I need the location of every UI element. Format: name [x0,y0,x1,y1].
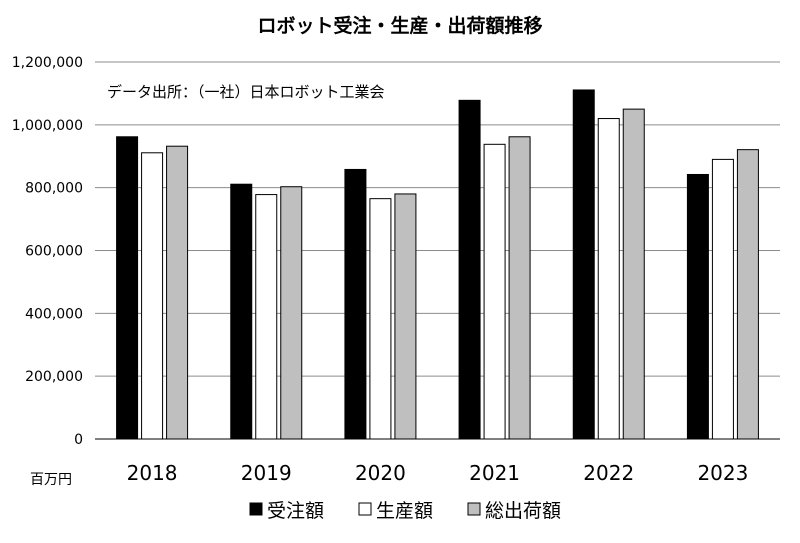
legend-swatch [249,502,263,516]
legend-label: 総出荷額 [485,500,561,522]
chart-title: ロボット受注・生産・出荷額推移 [257,14,542,37]
bar-受注額-2021 [458,99,481,440]
legend-swatch [358,502,372,516]
x-tick-label: 2021 [469,461,520,485]
bar-生産額-2018 [141,152,164,440]
x-tick-label: 2020 [355,461,406,485]
bar-総出荷額-2023 [736,149,759,440]
gridlines [95,61,780,377]
bar-受注額-2018 [116,136,139,440]
bar-受注額-2023 [686,173,709,440]
bar-総出荷額-2021 [508,136,531,440]
bar-受注額-2020 [344,168,367,440]
bar-生産額-2019 [255,194,278,440]
y-tick-label: 0 [74,432,83,448]
y-tick-label: 600,000 [25,244,83,260]
bar-受注額-2019 [230,183,253,440]
bar-生産額-2021 [483,143,506,440]
legend-swatch [467,502,481,516]
bar-生産額-2023 [711,158,734,440]
bar-総出荷額-2019 [280,186,303,440]
bar-総出荷額-2020 [394,193,417,440]
legend-label: 生産額 [376,500,433,522]
x-tick-label: 2023 [697,461,748,485]
legend-label: 受注額 [267,500,324,522]
y-tick-label: 200,000 [25,369,83,385]
bar-総出荷額-2018 [166,145,189,440]
bar-総出荷額-2022 [622,108,645,440]
y-axis-ticks: 0 200,000 400,000 600,000 800,000 1,000,000 1,… [12,55,83,448]
bar-受注額-2022 [572,89,595,440]
bar-生産額-2022 [597,118,620,440]
bars [116,89,759,440]
x-tick-label: 2019 [241,461,292,485]
x-tick-label: 2018 [127,461,178,485]
bar-生産額-2020 [369,198,392,440]
y-tick-label: 1,200,000 [12,55,83,71]
source-note: データ出所：（一社）日本ロボット工業会 [107,83,385,101]
x-axis-ticks: 2018 2019 2020 2021 2022 2023 [127,461,749,485]
y-tick-label: 800,000 [25,181,83,197]
legend: 受注額 生産額 総出荷額 [249,500,561,522]
y-tick-label: 1,000,000 [12,118,83,134]
y-tick-label: 400,000 [25,306,83,322]
unit-label: 百万円 [30,472,72,488]
x-tick-label: 2022 [583,461,634,485]
